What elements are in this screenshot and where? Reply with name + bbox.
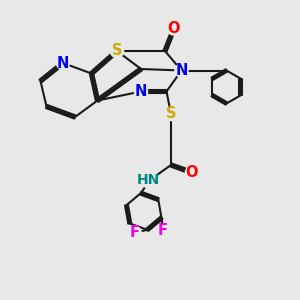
Text: N: N bbox=[175, 63, 188, 78]
Text: S: S bbox=[112, 44, 122, 59]
Circle shape bbox=[167, 22, 181, 35]
Text: N: N bbox=[57, 56, 69, 70]
Text: N: N bbox=[135, 84, 147, 99]
Circle shape bbox=[128, 226, 141, 239]
Text: O: O bbox=[186, 165, 198, 180]
Text: F: F bbox=[130, 225, 140, 240]
Circle shape bbox=[110, 44, 124, 58]
Text: F: F bbox=[158, 223, 168, 238]
Text: S: S bbox=[166, 106, 176, 122]
Circle shape bbox=[164, 107, 178, 121]
Circle shape bbox=[185, 166, 199, 179]
Circle shape bbox=[134, 85, 148, 98]
Text: O: O bbox=[168, 21, 180, 36]
Circle shape bbox=[175, 64, 188, 77]
Circle shape bbox=[156, 224, 170, 237]
Circle shape bbox=[56, 56, 70, 70]
Circle shape bbox=[142, 172, 158, 188]
Text: HN: HN bbox=[137, 173, 160, 187]
